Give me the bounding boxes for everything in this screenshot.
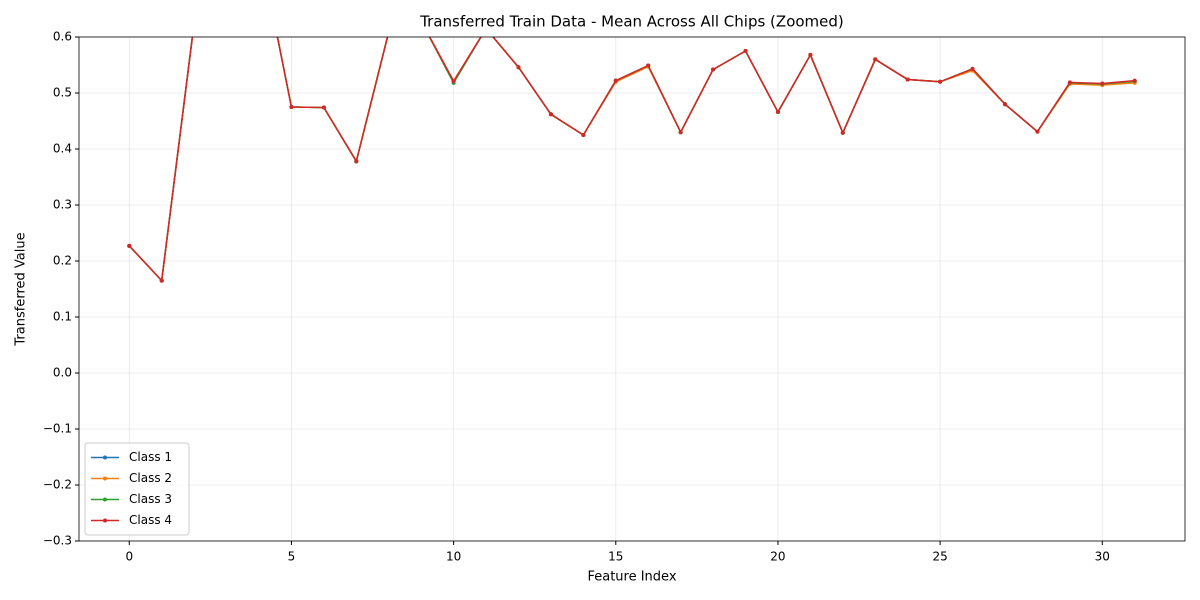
x-axis-label: Feature Index: [587, 570, 676, 585]
y-tick-label: 0.3: [53, 198, 72, 212]
point: [289, 105, 294, 109]
plot-area: [127, 21, 1137, 283]
point: [127, 243, 132, 248]
y-tick-label: 0.6: [53, 30, 72, 44]
x-tick-label: 30: [1095, 550, 1110, 564]
legend-marker: [103, 476, 107, 481]
series-line: [128, 37, 1135, 283]
point: [387, 30, 391, 34]
point: [159, 278, 164, 283]
point: [1132, 78, 1137, 83]
legend-marker: [103, 518, 107, 523]
y-tick-label: −0.2: [43, 478, 72, 492]
point: [387, 30, 391, 34]
y-tick-label: 0.0: [53, 366, 72, 380]
y-tick-label: −0.3: [43, 534, 72, 548]
point: [354, 159, 359, 164]
y-tick-label: 0.2: [53, 254, 72, 268]
point: [387, 30, 391, 34]
point: [808, 52, 813, 57]
point: [970, 66, 975, 71]
legend-box: [84, 442, 190, 536]
legend-label: Class 1: [129, 450, 172, 464]
point: [192, 21, 196, 25]
y-axis-label: Transferred Value: [14, 232, 29, 346]
point: [548, 112, 553, 117]
point: [678, 130, 683, 135]
legend-label: Class 3: [129, 492, 172, 506]
x-tick-label: 0: [125, 550, 133, 564]
point: [905, 77, 910, 82]
x-tick-label: 20: [770, 550, 785, 564]
legend-label: Class 4: [129, 513, 172, 527]
x-tick-label: 15: [608, 550, 623, 564]
y-tick-label: 0.1: [53, 310, 72, 324]
point: [613, 78, 618, 83]
point: [1035, 129, 1040, 134]
series-line: [128, 37, 1135, 283]
chart-title: Transferred Train Data - Mean Across All…: [419, 13, 844, 31]
x-tick-label: 5: [288, 550, 296, 564]
point: [192, 21, 196, 25]
point: [192, 21, 196, 25]
x-tick-label: 25: [932, 550, 947, 564]
y-tick-label: 0.5: [53, 86, 72, 100]
point: [387, 30, 391, 34]
point: [1100, 81, 1105, 86]
point: [451, 79, 456, 84]
point: [743, 49, 748, 53]
plot-frame: [78, 36, 1186, 542]
point: [192, 21, 196, 25]
y-tick-label: 0.4: [53, 142, 72, 156]
point: [938, 79, 943, 84]
point: [1067, 80, 1072, 85]
series-line: [128, 37, 1135, 283]
point: [1002, 102, 1007, 107]
legend-marker: [103, 497, 107, 502]
y-tick-label: −0.1: [43, 422, 72, 436]
point: [646, 63, 651, 68]
legend-label: Class 2: [129, 471, 172, 485]
point: [581, 133, 586, 137]
point: [873, 57, 878, 62]
point: [711, 67, 716, 72]
series-line: [128, 37, 1135, 283]
point: [840, 130, 845, 135]
point: [775, 110, 780, 115]
x-tick-label: 10: [446, 550, 461, 564]
point: [321, 105, 326, 110]
legend-marker: [103, 455, 107, 460]
point: [516, 65, 521, 70]
